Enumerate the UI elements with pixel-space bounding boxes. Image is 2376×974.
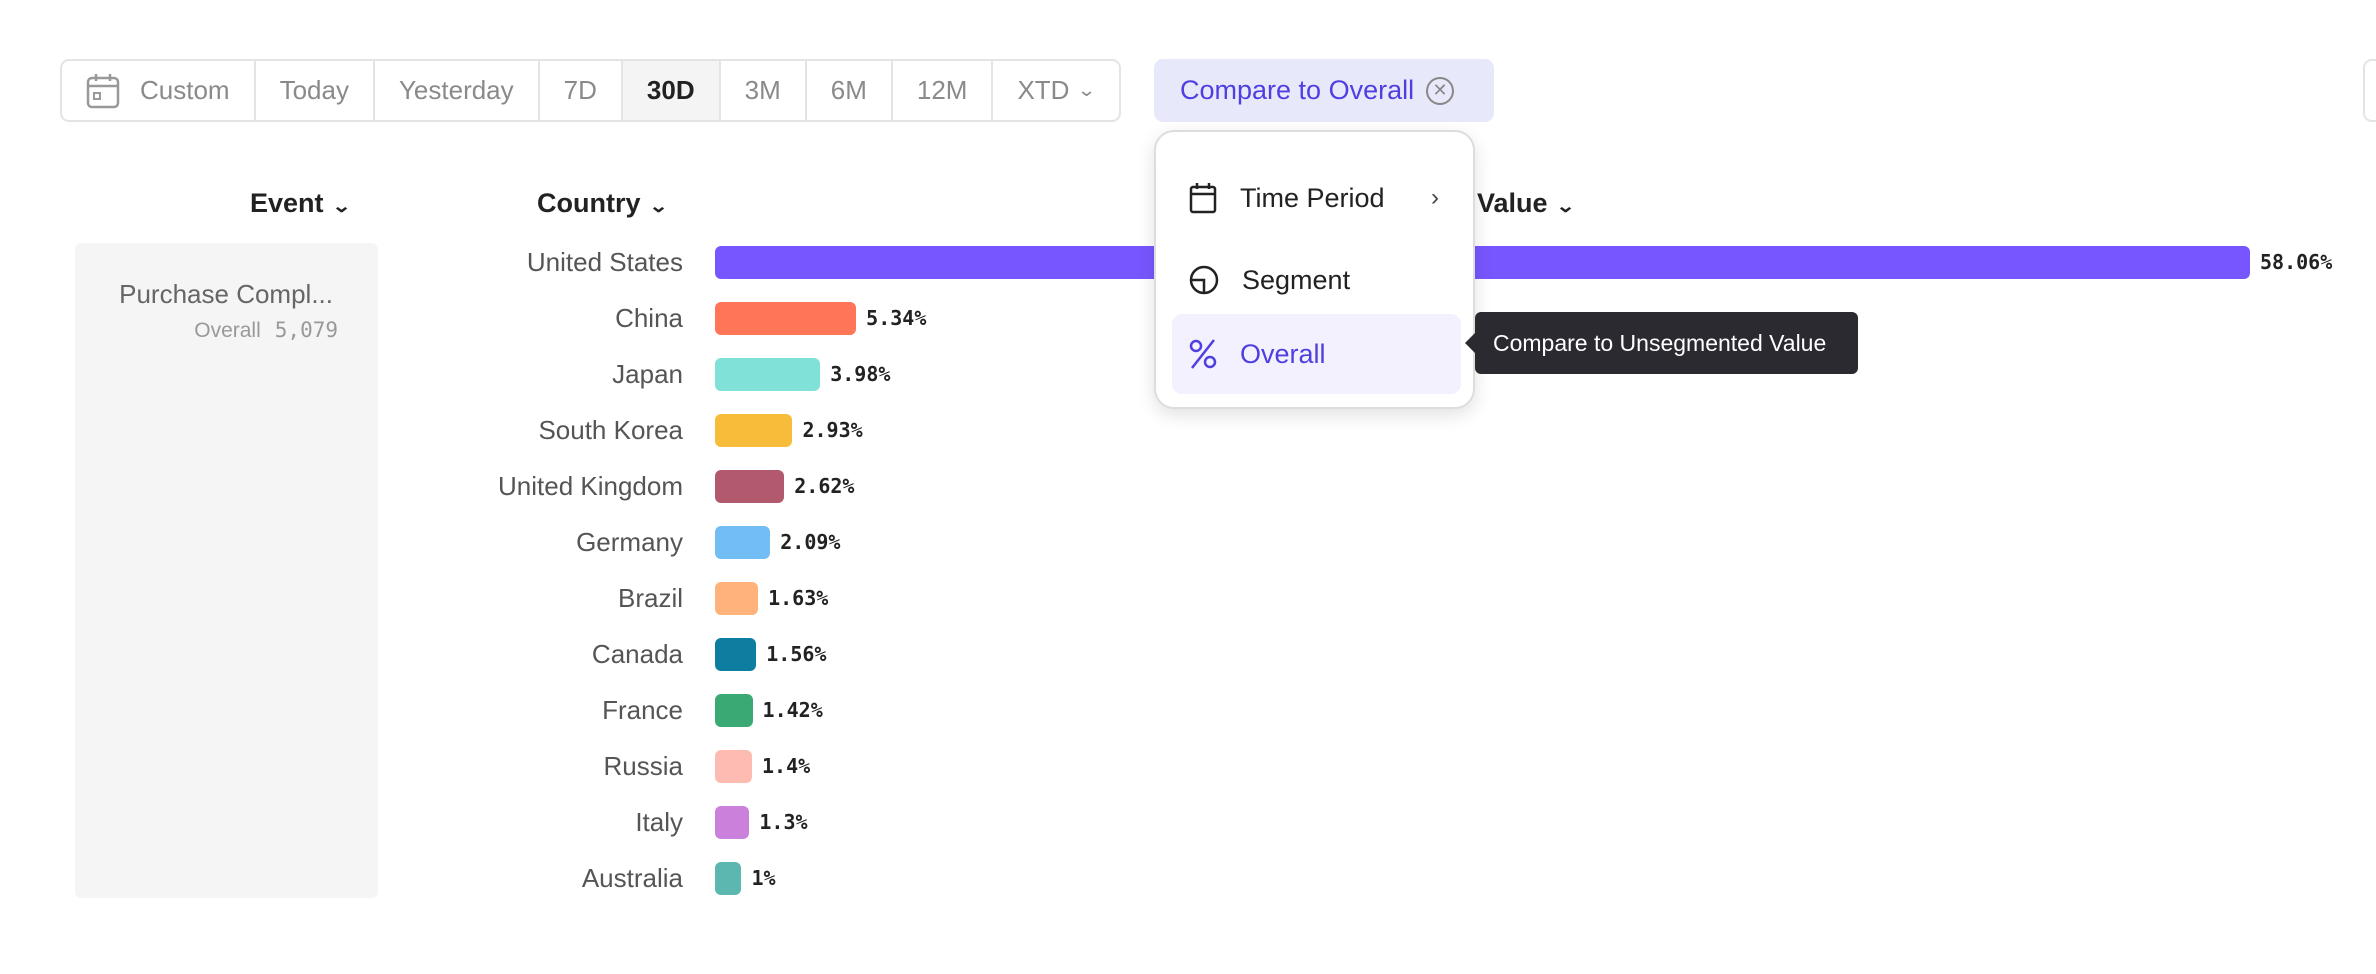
- range-12m[interactable]: 12M: [893, 61, 994, 120]
- calendar-icon: [86, 73, 120, 108]
- value-label: 2.62%: [794, 474, 855, 498]
- event-overall-label: Overall: [194, 319, 261, 342]
- value-label: 1%: [751, 866, 776, 890]
- range-label: Yesterday: [398, 75, 514, 105]
- menu-item-time-period[interactable]: Time Period ›: [1172, 158, 1461, 238]
- range-3m[interactable]: 3M: [721, 61, 807, 120]
- range-custom[interactable]: Custom: [62, 61, 256, 120]
- event-overall-value: 5,079: [274, 318, 338, 342]
- event-overall: Overall 5,079: [194, 318, 338, 343]
- value-label: 2.93%: [802, 418, 863, 442]
- country-label: Canada: [591, 639, 683, 669]
- range-xtd[interactable]: XTD ⌄: [993, 61, 1118, 120]
- country-label: Russia: [603, 751, 683, 781]
- tooltip: Compare to Unsegmented Value: [1465, 312, 1858, 374]
- bar-russia[interactable]: [715, 750, 752, 783]
- value-label: 58.06%: [2260, 250, 2333, 274]
- event-header-label: Event: [250, 188, 324, 218]
- range-today[interactable]: Today: [256, 61, 375, 120]
- value-label: 1.3%: [759, 810, 808, 834]
- chevron-down-icon: ⌄: [1555, 196, 1575, 216]
- event-name: Purchase Compl...: [119, 279, 333, 309]
- menu-item-overall[interactable]: Overall: [1172, 314, 1461, 394]
- country-label: United States: [526, 247, 683, 277]
- bar-germany[interactable]: [715, 526, 771, 559]
- country-label: Japan: [612, 359, 683, 389]
- menu-item-segment[interactable]: Segment: [1172, 240, 1461, 320]
- menu-item-label: Time Period: [1240, 182, 1385, 213]
- compare-to-overall-button[interactable]: Compare to Overall ✕: [1154, 59, 1494, 122]
- bar-canada[interactable]: [715, 638, 757, 671]
- event-header[interactable]: Event ⌄: [250, 188, 351, 219]
- value-label: 1.42%: [762, 698, 823, 722]
- range-label: 6M: [830, 75, 867, 105]
- value-label: 3.98%: [830, 362, 891, 386]
- country-label: Germany: [576, 527, 683, 557]
- bar-japan[interactable]: [715, 358, 821, 391]
- tooltip-text: Compare to Unsegmented Value: [1493, 329, 1827, 356]
- calendar-icon: [1189, 183, 1217, 214]
- chevron-down-icon: ⌄: [648, 196, 668, 216]
- chevron-down-icon: ⌄: [331, 196, 351, 216]
- bar-australia[interactable]: [715, 862, 742, 895]
- range-30d[interactable]: 30D: [622, 61, 721, 120]
- country-label: France: [602, 695, 683, 725]
- bar-china[interactable]: [715, 302, 857, 335]
- range-label: 7D: [563, 75, 597, 105]
- menu-item-label: Segment: [1242, 264, 1351, 295]
- bar-italy[interactable]: [715, 806, 750, 839]
- value-header[interactable]: Value ⌄: [1477, 188, 1575, 219]
- value-label: 1.56%: [766, 642, 827, 666]
- chevron-right-icon: ›: [1431, 184, 1439, 211]
- country-label: Italy: [635, 807, 683, 837]
- bar-united-kingdom[interactable]: [715, 470, 785, 503]
- bar-brazil[interactable]: [715, 582, 759, 615]
- value-header-label: Value: [1477, 188, 1548, 218]
- bar-south-korea[interactable]: [715, 414, 793, 447]
- compare-label: Compare to Overall: [1180, 75, 1415, 105]
- value-label: 5.34%: [866, 306, 927, 330]
- range-7d[interactable]: 7D: [540, 61, 623, 120]
- range-label: 12M: [916, 75, 968, 105]
- clear-compare-icon[interactable]: ✕: [1426, 76, 1455, 105]
- event-panel: Purchase Compl... Overall 5,079: [75, 243, 378, 898]
- country-header-label: Country: [537, 188, 641, 218]
- country-label: Brazil: [617, 583, 683, 613]
- value-label: 2.09%: [780, 530, 841, 554]
- range-label: XTD: [1017, 75, 1070, 105]
- date-range-selector: Custom Today Yesterday 7D 30D 3M 6M 12M XTD ⌄: [60, 59, 1121, 122]
- country-label: United Kingdom: [498, 471, 683, 501]
- value-label: 1.63%: [768, 586, 829, 610]
- chevron-down-icon: ⌄: [1077, 80, 1097, 100]
- bar-france[interactable]: [715, 694, 753, 727]
- segment-icon: [1189, 265, 1219, 295]
- range-label: 30D: [646, 75, 695, 105]
- country-header[interactable]: Country ⌄: [537, 188, 668, 219]
- range-label: 3M: [744, 75, 781, 105]
- range-yesterday[interactable]: Yesterday: [375, 61, 540, 120]
- menu-item-label: Overall: [1240, 338, 1326, 369]
- country-label: China: [615, 303, 683, 333]
- compare-menu: Time Period › Segment Overall: [1154, 130, 1475, 409]
- toolbar-right-control[interactable]: [2363, 59, 2376, 122]
- country-label: South Korea: [538, 415, 683, 445]
- range-label: Today: [279, 75, 349, 105]
- percent-icon: [1189, 339, 1217, 369]
- value-label: 1.4%: [762, 754, 811, 778]
- range-6m[interactable]: 6M: [807, 61, 893, 120]
- country-label: Australia: [581, 863, 683, 893]
- range-label: Custom: [140, 75, 230, 105]
- bar-united-states[interactable]: [715, 246, 2250, 279]
